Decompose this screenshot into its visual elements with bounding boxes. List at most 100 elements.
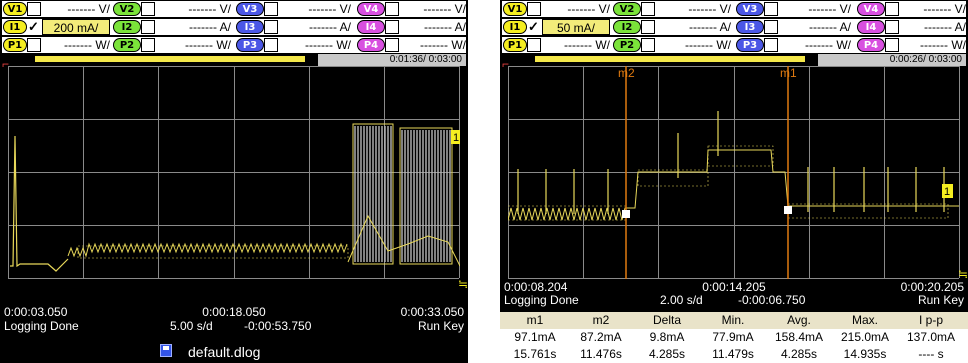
p3-chip[interactable]: P3 xyxy=(736,38,764,52)
header-min: Min. xyxy=(721,313,745,327)
header-m1: m1 xyxy=(526,313,544,327)
floppy-disk-icon xyxy=(160,344,172,357)
cell-max-time: 14.935s xyxy=(843,347,887,361)
i3-chip[interactable]: I3 xyxy=(236,20,264,34)
p1-checkbox[interactable] xyxy=(527,38,541,52)
p3-scale: ------- W/ xyxy=(305,38,351,52)
elapsed-time-box: 0:01:36/ 0:03:00 xyxy=(318,54,466,66)
trace-segment xyxy=(10,135,69,272)
i4-checkbox[interactable] xyxy=(885,20,899,34)
current-row: I1 ✓ 50 mA/ I2 ------- A/ I3 ------- A/ … xyxy=(500,18,968,36)
header-max: Max. xyxy=(851,313,878,327)
trace-segment xyxy=(637,169,709,187)
time-strip: 0:01:36/ 0:03:00 xyxy=(0,54,468,66)
p4-chip[interactable]: P4 xyxy=(857,38,885,52)
voltage-row: V1 ------- V/ V2 ------- V/ V3 ------- V… xyxy=(0,0,468,18)
i4-checkbox[interactable] xyxy=(385,20,399,34)
p2-checkbox[interactable] xyxy=(141,38,155,52)
v3-checkbox[interactable] xyxy=(764,2,778,16)
waveform-plot[interactable]: m2 m1 1 xyxy=(508,66,960,279)
i2-checkbox[interactable] xyxy=(141,20,155,34)
logging-status: Logging Done xyxy=(504,293,579,307)
waveform-plot[interactable]: 1 xyxy=(8,66,460,279)
edge-marker-icon: ≒ xyxy=(458,277,468,291)
cell-delta-time: 4.285s xyxy=(648,347,686,361)
left-datalogger-screen: V1 ------- V/ V2 ------- V/ V3 ------- V… xyxy=(0,0,468,363)
i4-scale: ------- A/ xyxy=(924,20,966,34)
measurement-header-row: m1 m2 Delta Min. Avg. Max. I p-p xyxy=(500,312,968,329)
cursor-m2-label[interactable]: m2 xyxy=(618,66,635,80)
p4-chip[interactable]: P4 xyxy=(357,38,385,52)
p2-checkbox[interactable] xyxy=(641,38,655,52)
cursor-m2-marker xyxy=(622,210,630,218)
i3-checkbox[interactable] xyxy=(264,20,278,34)
v2-chip[interactable]: V2 xyxy=(113,2,141,16)
p4-checkbox[interactable] xyxy=(385,38,399,52)
i1-scale[interactable]: 200 mA/ xyxy=(42,19,110,35)
v2-checkbox[interactable] xyxy=(641,2,655,16)
i1-check-icon[interactable]: ✓ xyxy=(528,19,539,34)
i2-chip[interactable]: I2 xyxy=(113,20,141,34)
i3-checkbox[interactable] xyxy=(764,20,778,34)
current-trace xyxy=(10,123,460,272)
x-start-time: 0:00:03.050 xyxy=(4,305,68,319)
cell-m2-current: 87.2mA xyxy=(580,330,622,344)
v4-chip[interactable]: V4 xyxy=(857,2,885,16)
trace-segment xyxy=(352,123,394,265)
channel-header: V1 ------- V/ V2 ------- V/ V3 ------- V… xyxy=(500,0,968,54)
time-scale[interactable]: 2.00 s/d xyxy=(660,293,703,307)
p2-chip[interactable]: P2 xyxy=(113,38,141,52)
cursor-m1-label[interactable]: m1 xyxy=(780,66,797,80)
v3-chip[interactable]: V3 xyxy=(736,2,764,16)
log-file-name[interactable]: default.dlog xyxy=(188,344,261,360)
time-scale[interactable]: 5.00 s/d xyxy=(170,319,213,333)
time-offset[interactable]: -0:00:53.750 xyxy=(244,319,312,333)
run-key-label[interactable]: Run Key xyxy=(417,319,464,333)
v1-checkbox[interactable] xyxy=(27,2,41,16)
log-progress-bar xyxy=(35,56,305,62)
v3-chip[interactable]: V3 xyxy=(236,2,264,16)
i1-chip[interactable]: I1 xyxy=(3,20,27,34)
p2-chip[interactable]: P2 xyxy=(613,38,641,52)
run-key-label[interactable]: Run Key xyxy=(917,293,964,307)
i2-checkbox[interactable] xyxy=(641,20,655,34)
power-row: P1 ------- W/ P2 ------- W/ P3 ------- W… xyxy=(0,36,468,54)
p1-chip[interactable]: P1 xyxy=(3,38,27,52)
i4-chip[interactable]: I4 xyxy=(857,20,885,34)
v3-scale: ------- V/ xyxy=(808,2,851,16)
p4-checkbox[interactable] xyxy=(885,38,899,52)
p1-chip[interactable]: P1 xyxy=(503,38,527,52)
trace-segment xyxy=(77,245,349,259)
current-row: I1 ✓ 200 mA/ I2 ------- A/ I3 ------- A/… xyxy=(0,18,468,36)
time-offset[interactable]: -0:00:06.750 xyxy=(738,293,806,307)
p3-checkbox[interactable] xyxy=(764,38,778,52)
channel-header: V1 ------- V/ V2 ------- V/ V3 ------- V… xyxy=(0,0,468,54)
header-delta: Delta xyxy=(652,313,681,327)
v4-checkbox[interactable] xyxy=(385,2,399,16)
cell-ipp-current: 137.0mA xyxy=(906,330,956,344)
v2-scale: ------- V/ xyxy=(688,2,731,16)
v4-checkbox[interactable] xyxy=(885,2,899,16)
v2-chip[interactable]: V2 xyxy=(613,2,641,16)
edge-marker-icon: ≒ xyxy=(958,267,968,281)
cell-min-current: 77.9mA xyxy=(712,330,754,344)
v1-checkbox[interactable] xyxy=(527,2,541,16)
p1-checkbox[interactable] xyxy=(27,38,41,52)
v1-chip[interactable]: V1 xyxy=(3,2,27,16)
v2-scale: ------- V/ xyxy=(188,2,231,16)
i2-scale: ------- A/ xyxy=(689,20,731,34)
i1-check-icon[interactable]: ✓ xyxy=(28,19,39,34)
v4-chip[interactable]: V4 xyxy=(357,2,385,16)
p3-checkbox[interactable] xyxy=(264,38,278,52)
logging-status: Logging Done xyxy=(4,319,79,333)
i2-chip[interactable]: I2 xyxy=(613,20,641,34)
i3-chip[interactable]: I3 xyxy=(736,20,764,34)
v2-checkbox[interactable] xyxy=(141,2,155,16)
voltage-row: V1 ------- V/ V2 ------- V/ V3 ------- V… xyxy=(500,0,968,18)
i1-chip[interactable]: I1 xyxy=(503,20,527,34)
i4-chip[interactable]: I4 xyxy=(357,20,385,34)
v1-chip[interactable]: V1 xyxy=(503,2,527,16)
i1-scale[interactable]: 50 mA/ xyxy=(542,19,610,35)
v3-checkbox[interactable] xyxy=(264,2,278,16)
p3-chip[interactable]: P3 xyxy=(236,38,264,52)
